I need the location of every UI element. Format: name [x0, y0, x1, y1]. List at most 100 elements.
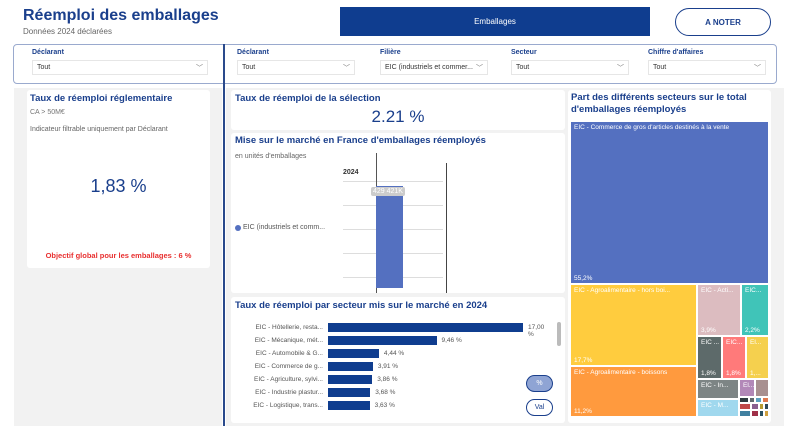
filter-chiffre-affaires: Chiffre d'affaires Tout ﹀ [648, 49, 766, 75]
treemap-tile-small[interactable] [751, 403, 759, 410]
divider [223, 44, 225, 426]
treemap-tile[interactable]: El... 1,... [746, 336, 769, 379]
treemap-tile[interactable]: EIC... 2,2% [741, 284, 769, 336]
page-title: Réemploi des emballages [23, 7, 219, 24]
tile-percent: 1,... [750, 370, 761, 377]
tile-label: EIC... [726, 339, 743, 346]
bar-category-label: EIC - Logistique, trans... [253, 402, 323, 409]
tile-label: EIC... [745, 287, 762, 294]
market-chart-card: Mise sur le marché en France d'emballage… [231, 133, 565, 293]
treemap-tile[interactable] [755, 379, 769, 397]
chevron-down-icon: ﹀ [476, 64, 483, 72]
treemap-card: Part des différents secteurs sur le tota… [568, 90, 771, 423]
filter-bar: Déclarant Tout ﹀ Déclarant Tout ﹀ Filière … [13, 44, 777, 84]
percent-toggle-button[interactable]: % [526, 375, 553, 392]
page-subtitle: Données 2024 déclarées [23, 27, 112, 36]
chevron-down-icon: ﹀ [196, 64, 203, 72]
filter-filiere: Filière EIC (industriels et commer... ﹀ [380, 49, 488, 75]
secteur-dropdown[interactable]: Tout ﹀ [511, 60, 629, 75]
dropdown-value: EIC (industriels et commer... [385, 64, 473, 71]
bar-category-label: EIC - Industrie plastur... [255, 389, 323, 396]
tile-percent: 11,2% [574, 408, 592, 415]
treemap-tile-small[interactable] [739, 403, 751, 410]
tab-emballages[interactable]: Emballages [340, 7, 650, 36]
market-bar[interactable] [376, 186, 403, 288]
treemap-tile[interactable]: EIC - Agroalimentaire - boissons 11,2% [570, 366, 697, 417]
treemap-tile-small[interactable] [739, 397, 749, 403]
treemap-tile[interactable]: EIC - M... [697, 399, 739, 417]
value-toggle-button[interactable]: Val [526, 399, 553, 416]
tile-label: EIC - Acti... [701, 287, 734, 294]
treemap-tile-small[interactable] [764, 410, 769, 417]
treemap-tile[interactable]: EIC... 1,8% [722, 336, 746, 379]
tile-label: El... [743, 382, 755, 389]
treemap-tile[interactable]: EIC - In... [697, 379, 739, 399]
bar-data-label: 3,63 % [374, 402, 395, 409]
scrollbar[interactable] [557, 322, 561, 346]
filiere-dropdown[interactable]: EIC (industriels et commer... ﹀ [380, 60, 488, 75]
bar-data-label: 3,68 % [375, 389, 396, 396]
treemap-tile[interactable]: EIC - Commerce de gros d'articles destin… [570, 121, 769, 284]
bar-data-label: 4,44 % [383, 350, 405, 357]
card-subtitle: en unités d'emballages [235, 153, 307, 160]
card-title: Taux de réemploi de la sélection [235, 93, 381, 104]
treemap-tile-small[interactable] [755, 397, 762, 403]
card-note: Indicateur filtrable uniquement par Décl… [30, 126, 168, 133]
chevron-down-icon: ﹀ [617, 64, 624, 72]
treemap-tile-small[interactable] [739, 410, 751, 417]
treemap-tile-small[interactable] [749, 397, 755, 403]
chiffre-affaires-dropdown[interactable]: Tout ﹀ [648, 60, 766, 75]
tile-percent: 2,2% [745, 327, 760, 334]
sector-bar[interactable] [328, 401, 370, 410]
sector-bar[interactable] [328, 349, 379, 358]
bar-category-label: EIC - Automobile & G... [255, 350, 323, 357]
filter-declarant: Déclarant Tout ﹀ [237, 49, 355, 75]
tile-label: EIC - In... [701, 382, 729, 389]
treemap-tile[interactable]: EIC ... 1,8% [697, 336, 722, 379]
treemap-tile-small[interactable] [759, 403, 764, 410]
sector-bar-chart: EIC - Hôtellerie, resta... 17,00 % EIC - M… [231, 323, 551, 418]
treemap-tile-small[interactable] [751, 410, 759, 417]
sector-bar[interactable] [328, 362, 373, 371]
card-title: Taux de réemploi par secteur mis sur le … [235, 300, 488, 311]
chevron-down-icon: ﹀ [343, 64, 350, 72]
filter-label: Chiffre d'affaires [648, 49, 704, 56]
bar-category-label: EIC - Agriculture, sylvi... [254, 376, 323, 383]
declarant-dropdown[interactable]: Tout ﹀ [237, 60, 355, 75]
column-header: 2024 [343, 169, 359, 176]
filter-secteur: Secteur Tout ﹀ [511, 49, 629, 75]
chevron-down-icon: ﹀ [754, 64, 761, 72]
treemap-tile[interactable]: El... [739, 379, 755, 397]
objective-text: Objectif global pour les emballages : 6 … [45, 251, 192, 260]
bar-category-label: EIC - Hôtellerie, resta... [255, 324, 323, 331]
treemap-tile-small[interactable] [759, 410, 764, 417]
tile-label: EIC - Agroalimentaire - hors boi... [574, 287, 671, 294]
dropdown-value: Tout [653, 64, 667, 71]
legend-dot-icon [235, 224, 241, 231]
treemap-tile[interactable]: EIC - Agroalimentaire - hors boi... 17,7% [570, 284, 697, 366]
treemap-tile[interactable]: EIC - Acti... 3,9% [697, 284, 741, 336]
sector-bar[interactable] [328, 375, 373, 384]
treemap-tile-small[interactable] [764, 403, 769, 410]
card-title: Taux de réemploi réglementaire [30, 93, 173, 104]
sector-bar[interactable] [328, 336, 437, 345]
filter-label: Déclarant [237, 49, 269, 56]
kpi-value: 1,83 % [90, 176, 147, 196]
sector-bar[interactable] [328, 323, 523, 332]
bar-category-label: EIC - Mécanique, mét... [254, 337, 323, 344]
selection-rate-card: Taux de réemploi de la sélection 2.21 % [231, 90, 565, 130]
sector-bar[interactable] [328, 388, 371, 397]
tile-label: EIC - M... [701, 402, 729, 409]
bar-data-label: 3,86 % [377, 376, 398, 383]
a-noter-button[interactable]: A NOTER [675, 8, 771, 36]
declarant-dropdown[interactable]: Tout ﹀ [32, 60, 208, 75]
tile-percent: 1,8% [726, 370, 741, 377]
dropdown-value: Tout [516, 64, 530, 71]
dropdown-value: Tout [37, 64, 51, 71]
legend-label: EIC (industriels et comm... [243, 224, 326, 231]
bar-category-label: EIC - Commerce de g... [254, 363, 323, 370]
bar-data-label: 429 421K [371, 187, 405, 196]
dropdown-value: Tout [242, 64, 256, 71]
treemap-tile-small[interactable] [762, 397, 769, 403]
separator-line [446, 163, 447, 293]
